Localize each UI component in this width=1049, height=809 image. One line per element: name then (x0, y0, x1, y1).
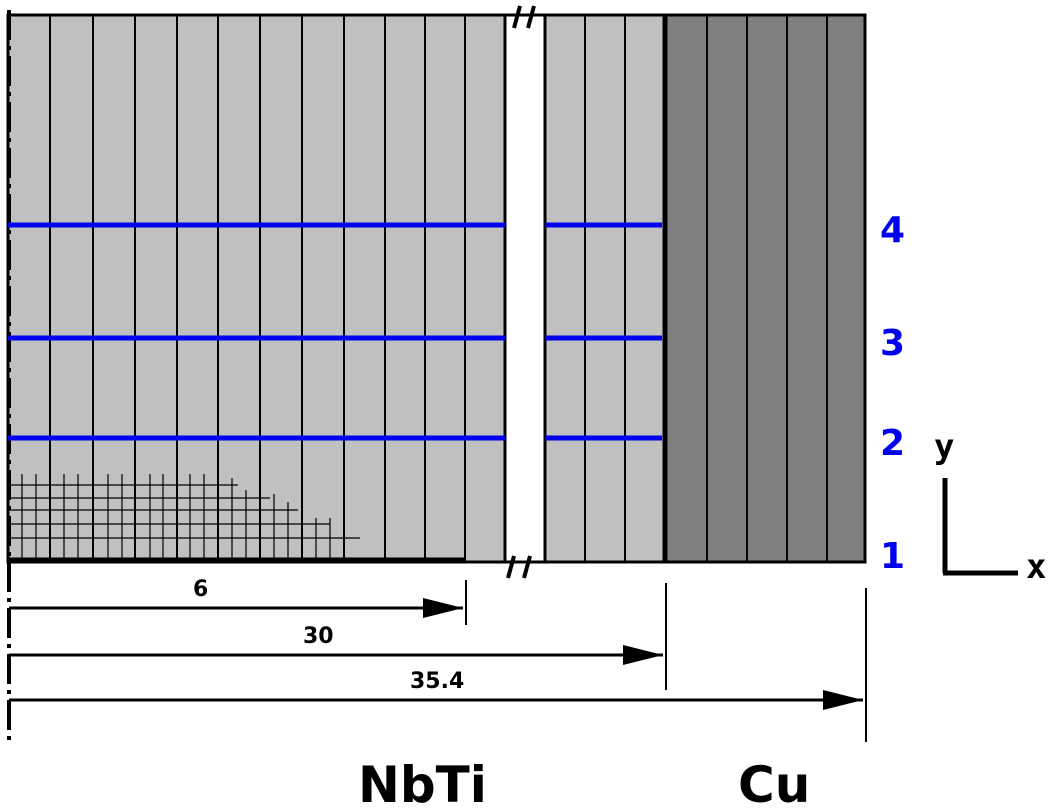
cu-region (663, 13, 867, 564)
evaluation-lines (8, 222, 662, 441)
break-gap (507, 17, 544, 560)
line-label-3: 3 (880, 323, 905, 364)
nbti-region-left (6, 13, 507, 564)
nbti-region-right (543, 13, 667, 564)
dimension-lines (9, 580, 867, 742)
line-label-2: 2 (880, 423, 905, 464)
cu-mesh-columns (706, 15, 828, 562)
axis-indicator (942, 478, 1018, 576)
nbti-mesh-columns (49, 15, 626, 562)
y-axis-label: y (934, 427, 954, 467)
line-label-1: 1 (880, 536, 905, 577)
dimension-35-4-label: 35.4 (410, 669, 464, 694)
x-axis-label: x (1026, 547, 1046, 587)
material-label-nbti: NbTi (358, 756, 487, 809)
line-label-4: 4 (880, 210, 905, 251)
fine-mesh-region (8, 474, 360, 562)
material-label-cu: Cu (738, 756, 810, 809)
break-marks-top (512, 5, 536, 29)
dimension-6-label: 6 (193, 577, 208, 602)
break-marks-bottom (506, 555, 532, 579)
dimension-30-label: 30 (303, 624, 334, 649)
